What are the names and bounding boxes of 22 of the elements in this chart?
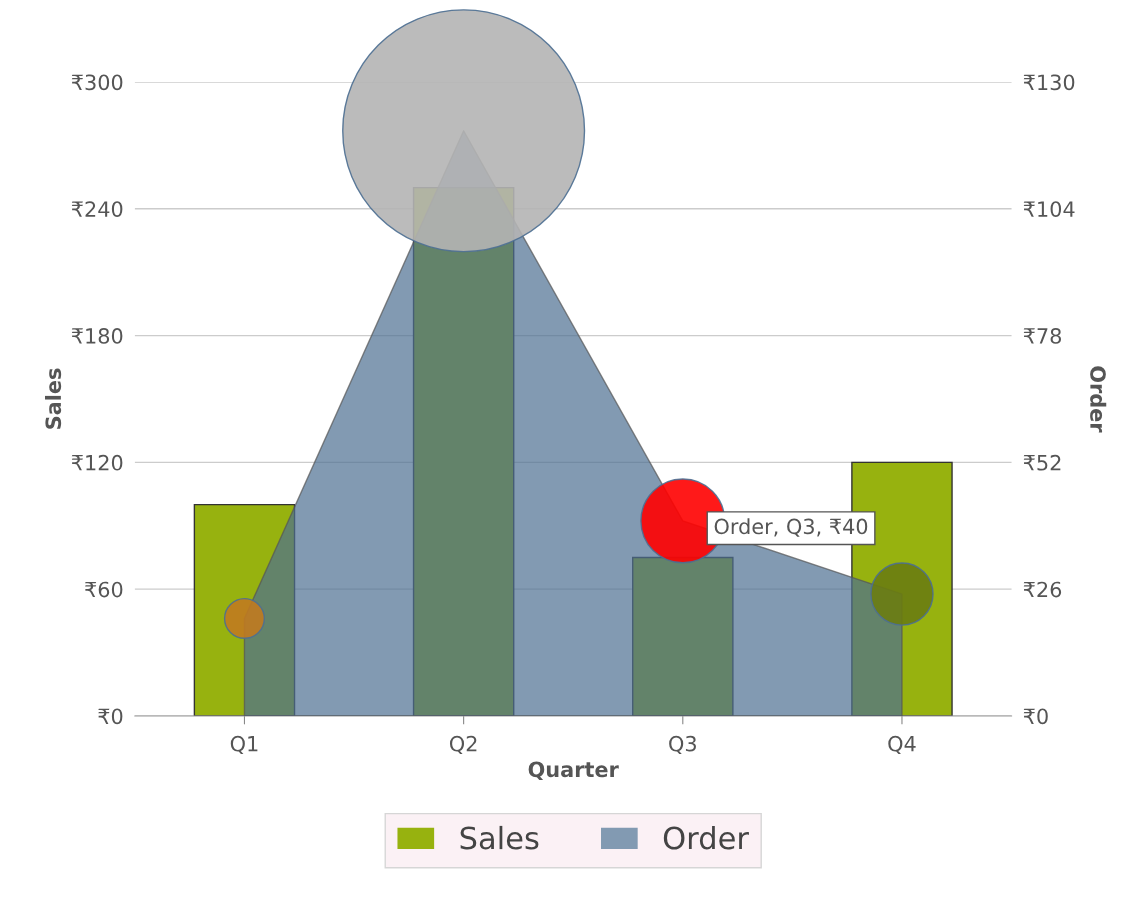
y-tick-label: ₹60 <box>85 581 123 598</box>
legend-label: Order <box>663 825 749 850</box>
y2-tick-label: ₹78 <box>1023 328 1062 344</box>
legend-label: Sales <box>460 825 539 850</box>
y-tick-label: ₹0 <box>98 708 123 725</box>
x-tick-label: Q2 <box>449 735 477 754</box>
y2-tick-label: ₹130 <box>1023 74 1075 91</box>
annotation: Order, Q3, ₹40 <box>714 518 868 537</box>
x-tick-label: Q3 <box>669 735 696 754</box>
y-axis-title: Sales <box>45 368 62 429</box>
y-tick-label: ₹300 <box>71 74 123 91</box>
y2-tick-label: ₹26 <box>1023 581 1062 598</box>
x-axis-title: Quarter <box>528 761 619 781</box>
y-tick-label: ₹180 <box>71 328 123 344</box>
y2-axis-title: Order <box>1090 366 1107 433</box>
y2-tick-label: ₹0 <box>1023 708 1048 725</box>
y2-tick-label: ₹52 <box>1023 454 1061 471</box>
x-tick-label: Q1 <box>230 735 258 754</box>
x-tick-label: Q4 <box>888 735 916 754</box>
y-tick-label: ₹240 <box>71 201 123 217</box>
y2-tick-label: ₹104 <box>1023 201 1075 217</box>
y-tick-label: ₹120 <box>71 454 123 471</box>
